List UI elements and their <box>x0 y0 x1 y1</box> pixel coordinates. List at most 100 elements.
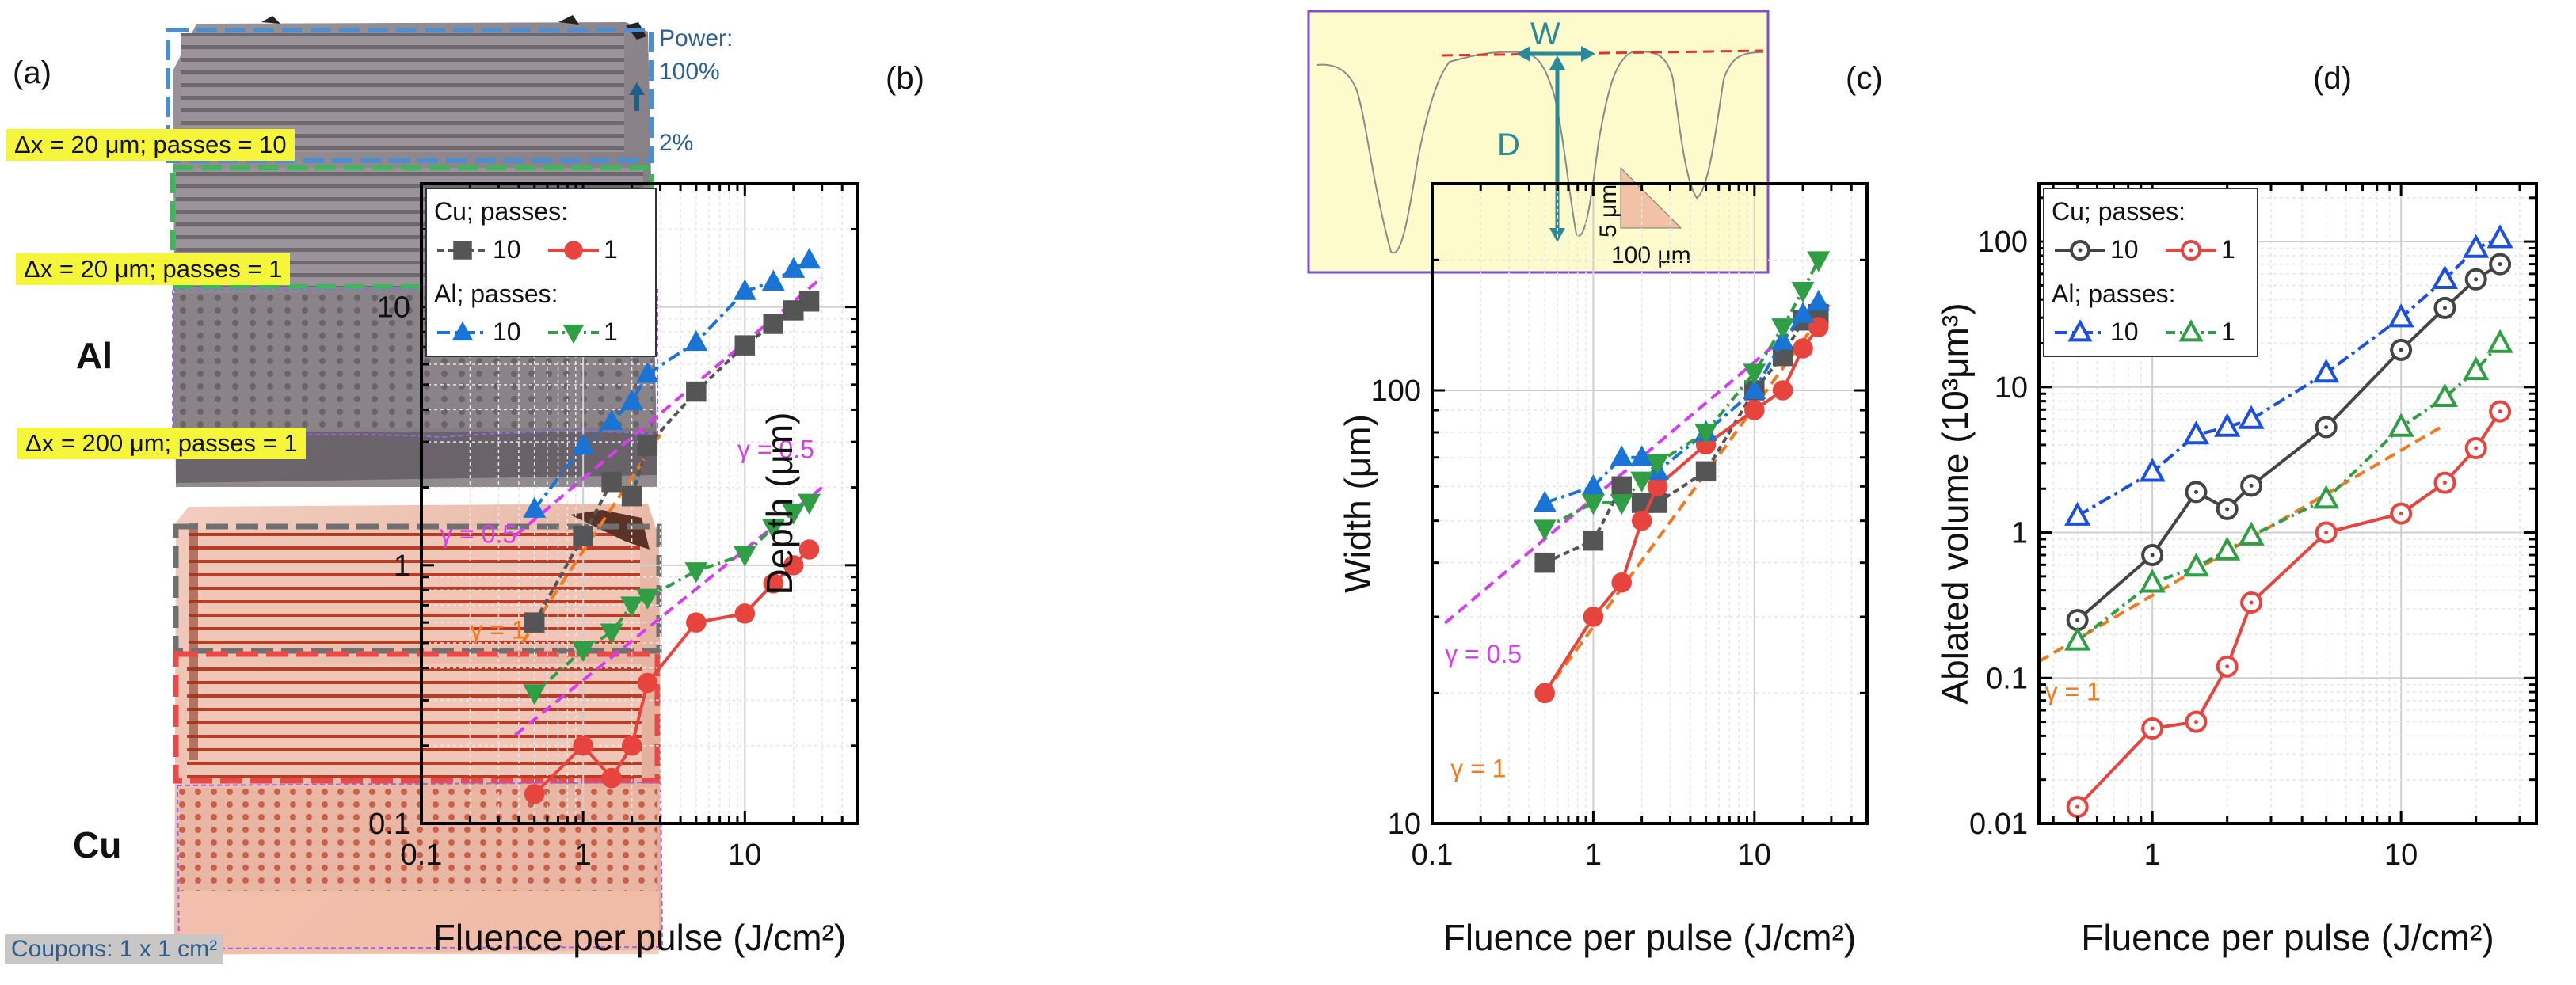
legend-box <box>425 188 657 357</box>
data-point-al-10-0 <box>523 496 547 518</box>
y-tick-label: 100 <box>1978 226 2028 259</box>
series-cu-1 <box>524 539 820 804</box>
al-material-label: Al <box>76 335 112 376</box>
data-point-cu-10-6 <box>734 335 756 356</box>
legend-label-2: 10 <box>493 318 521 346</box>
data-point-cu-10-3 <box>621 485 642 507</box>
data-point-al-10-8 <box>1791 302 1815 323</box>
y-axis-title: Ablated volume (10³μm³) <box>1934 302 1976 704</box>
panel-b: γ = 0.5 γ = 0.5 γ = 1 0.1 1 10 0.1 1 10 Fluence p… <box>368 61 924 958</box>
data-point-al-1-1 <box>2139 569 2166 593</box>
y-tick-label: 0.1 <box>1986 662 2028 695</box>
legend-label-1: 1 <box>604 235 618 264</box>
panel-a-label: (a) <box>13 55 51 90</box>
data-point-cu-1-1 <box>573 736 593 756</box>
profile-inset: W D 5 μm 100 μm <box>1307 10 1770 274</box>
fit-annotation-1: γ = 0.5 <box>737 435 814 463</box>
data-point-cu-10-9 <box>798 291 820 312</box>
data-point-cu-10-5 <box>686 381 707 402</box>
x-axis-title: Fluence per pulse (J/cm²) <box>433 917 847 958</box>
data-point-cu-1-5-dot <box>2324 531 2329 535</box>
x-tick-label: 10 <box>1738 839 1771 872</box>
series-cu-10 <box>524 291 820 633</box>
data-point-cu-10-5 <box>1695 461 1717 482</box>
data-point-al-1-0 <box>1533 519 1557 541</box>
series-al-10 <box>2064 224 2513 526</box>
series-line-cu-10 <box>532 299 810 624</box>
legend-box <box>2043 188 2258 357</box>
data-point-al-1-2 <box>2182 553 2210 577</box>
x-tick-label: 1 <box>1585 839 1602 872</box>
x-tick-label: 0.1 <box>1412 839 1454 872</box>
legend-label-0: 10 <box>493 235 521 264</box>
data-point-al-10-3 <box>2214 413 2241 437</box>
data-point-cu-1-4-dot <box>2249 600 2254 605</box>
row-label-200um-1-pass: Δx = 200 μm; passes = 1 <box>17 428 306 459</box>
panel-label: (d) <box>2313 61 2352 96</box>
data-point-al-10-3 <box>620 389 644 411</box>
series-al-10 <box>1533 289 1831 512</box>
data-point-al-1-5 <box>1694 424 1718 445</box>
data-point-cu-10-2 <box>601 471 622 492</box>
data-point-al-1-2 <box>600 623 623 645</box>
power-label: Power: <box>659 25 734 51</box>
legend-group-al: Al; passes: <box>2052 280 2176 308</box>
coupon-size-label: Coupons: 1 x 1 cm² <box>5 934 224 964</box>
plot-frame <box>2037 182 2538 825</box>
data-point-al-1-6 <box>2387 413 2414 437</box>
row-label-20um-10-passes: Δx = 20 μm; passes = 10 <box>6 129 295 161</box>
cu-coupon-photo <box>157 496 672 963</box>
data-point-al-10-1 <box>2139 458 2166 482</box>
al-frame-200um <box>172 289 658 442</box>
data-point-cu-1-8 <box>783 555 804 576</box>
data-point-al-1-8 <box>1791 281 1815 303</box>
data-point-cu-10-8-dot <box>2474 277 2479 282</box>
panel-d-legend: Cu; passes: Al; passes: 10 1 10 1 <box>2043 188 2258 357</box>
data-point-al-10-5 <box>684 329 708 352</box>
series-line-cu-10 <box>2076 262 2502 622</box>
cu-material-label: Cu <box>73 824 122 865</box>
data-point-al-1-1 <box>571 641 595 663</box>
al-frame-1-pass <box>170 165 654 289</box>
scale-horizontal-label: 100 μm <box>1611 242 1691 268</box>
data-point-cu-10-4 <box>637 435 658 456</box>
data-point-al-10-1 <box>571 433 595 454</box>
data-point-al-10-2 <box>2182 420 2210 445</box>
data-point-al-10-5 <box>2313 359 2340 383</box>
data-point-al-10-9 <box>1807 289 1831 311</box>
legend-marker-0 <box>453 241 472 260</box>
data-point-cu-10-6-dot <box>2399 348 2403 352</box>
plot-frame <box>1431 182 1869 825</box>
series-al-1 <box>523 493 821 705</box>
power-min-label: 2% <box>659 130 694 156</box>
data-point-al-1-5 <box>2313 485 2340 509</box>
panel-c: γ = 0.5 γ = 1 0.1 1 10 10 100 Fluence per pulse… <box>1337 61 1883 958</box>
fit-annotation-2: γ = 1 <box>470 615 525 644</box>
data-point-al-10-0 <box>1533 490 1557 512</box>
panel-d-ticks <box>2039 184 2536 825</box>
panel-d: γ = 1 1 10 0.01 0.1 1 10 100 Fluence per pulse (… <box>1934 61 2538 958</box>
y-tick-label: 0.01 <box>1969 808 2028 841</box>
data-point-cu-1-7 <box>763 573 784 594</box>
legend-label-1: 1 <box>2221 235 2235 264</box>
series-line-cu-1 <box>1543 325 1820 694</box>
width-label: W <box>1530 17 1560 51</box>
data-point-cu-1-6 <box>734 603 756 624</box>
data-point-al-1-2 <box>1610 494 1633 515</box>
data-point-cu-10-1 <box>1583 530 1604 551</box>
data-point-cu-1-2 <box>601 767 622 789</box>
x-tick-label: 10 <box>728 839 761 872</box>
data-point-al-1-8 <box>782 504 806 525</box>
depth-label: D <box>1497 127 1520 162</box>
y-tick-label: 1 <box>394 550 410 583</box>
legend-group-al: Al; passes: <box>434 280 558 308</box>
al-frame-10-passes <box>166 28 654 163</box>
y-axis-title: Width (μm) <box>1337 414 1378 593</box>
data-point-cu-10-1-dot <box>2150 553 2155 557</box>
cu-frame-1-pass <box>173 651 661 784</box>
data-point-al-10-7 <box>2431 264 2459 290</box>
data-point-al-10-7 <box>761 269 785 291</box>
data-point-cu-10-0-dot <box>2075 618 2080 622</box>
